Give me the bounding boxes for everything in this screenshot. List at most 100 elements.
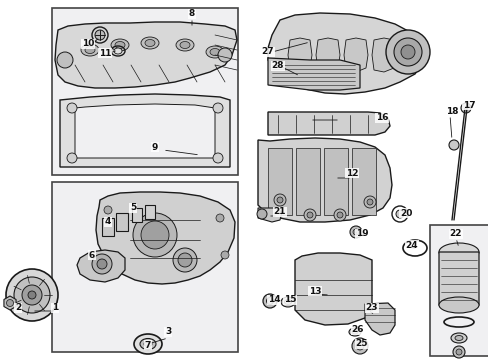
Text: 24: 24 [405,240,417,249]
Text: 3: 3 [164,328,171,337]
Ellipse shape [140,338,156,350]
Circle shape [460,103,470,113]
Text: 27: 27 [261,48,274,57]
Circle shape [304,209,315,221]
Circle shape [92,27,108,43]
Ellipse shape [85,46,95,54]
Polygon shape [371,38,395,72]
Ellipse shape [209,49,220,55]
Polygon shape [75,104,215,158]
Ellipse shape [438,297,478,313]
Text: 2: 2 [15,303,21,312]
Circle shape [57,52,73,68]
Circle shape [385,30,429,74]
Text: 1: 1 [52,303,58,312]
Polygon shape [351,148,375,215]
Ellipse shape [115,41,125,49]
Text: 20: 20 [399,208,411,217]
Circle shape [173,248,197,272]
Ellipse shape [134,334,162,354]
Text: 28: 28 [271,62,284,71]
Text: 7: 7 [144,341,151,350]
Text: 4: 4 [104,217,111,226]
Circle shape [395,210,403,218]
Circle shape [352,229,358,235]
Ellipse shape [351,330,357,334]
Bar [52,8,238,175]
Circle shape [257,209,266,219]
Polygon shape [77,250,125,282]
Circle shape [6,300,14,306]
Bar [145,205,155,219]
Circle shape [92,254,112,274]
Text: 22: 22 [449,230,461,238]
Bar [116,213,128,231]
Ellipse shape [450,333,466,343]
Circle shape [349,226,361,238]
Ellipse shape [145,40,155,46]
Circle shape [104,264,112,272]
Circle shape [213,153,223,163]
Text: 16: 16 [375,113,387,122]
Circle shape [133,213,177,257]
Ellipse shape [281,297,294,307]
Text: 23: 23 [365,303,378,312]
Circle shape [67,103,77,113]
Circle shape [351,338,367,354]
Polygon shape [364,303,394,335]
Circle shape [14,277,50,313]
Circle shape [363,196,375,208]
Polygon shape [258,208,282,222]
Text: 10: 10 [81,40,94,49]
Polygon shape [324,148,347,215]
Ellipse shape [205,46,224,58]
Polygon shape [267,58,359,90]
Circle shape [213,103,223,113]
Polygon shape [343,38,367,72]
Circle shape [218,48,231,62]
Circle shape [67,153,77,163]
Ellipse shape [111,39,129,51]
Text: 5: 5 [130,203,136,212]
Text: 18: 18 [445,107,457,116]
Text: 12: 12 [345,168,358,177]
Polygon shape [295,148,319,215]
Polygon shape [315,38,339,72]
Circle shape [333,209,346,221]
Circle shape [141,221,169,249]
Polygon shape [294,253,371,325]
Text: 17: 17 [462,100,474,109]
Circle shape [216,214,224,222]
Circle shape [266,297,273,305]
Ellipse shape [81,44,99,56]
Circle shape [306,212,312,218]
Ellipse shape [348,328,360,336]
Ellipse shape [143,342,152,346]
Ellipse shape [454,336,462,341]
Polygon shape [60,94,229,167]
Circle shape [221,251,228,259]
Circle shape [336,212,342,218]
Circle shape [276,197,283,203]
Bar [132,208,142,222]
Circle shape [273,194,285,206]
Circle shape [6,269,58,321]
Circle shape [455,349,461,355]
Text: 15: 15 [283,296,296,305]
Bar [429,225,488,356]
Text: 14: 14 [267,296,280,305]
Polygon shape [267,13,424,94]
Bar [102,218,114,236]
Circle shape [28,291,36,299]
Bar [52,182,238,352]
Ellipse shape [114,48,122,54]
Text: 11: 11 [99,49,111,58]
Polygon shape [4,296,16,310]
Ellipse shape [180,41,190,49]
Text: 25: 25 [355,339,367,348]
Polygon shape [438,252,478,312]
Text: 13: 13 [308,287,321,296]
Polygon shape [96,192,235,284]
Polygon shape [258,138,391,222]
Circle shape [366,199,372,205]
